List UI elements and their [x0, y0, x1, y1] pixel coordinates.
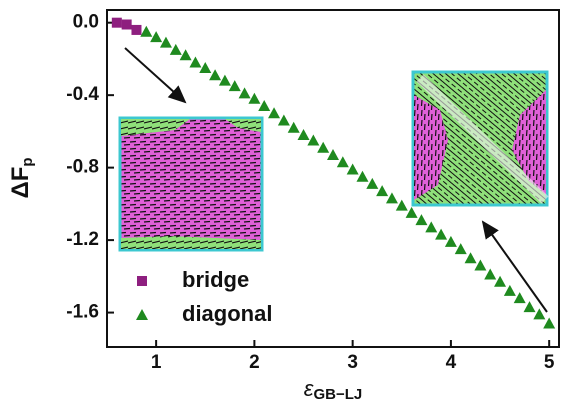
point: [445, 236, 457, 247]
point: [366, 178, 378, 189]
y-axis-label-main: ΔF: [7, 167, 34, 199]
point: [258, 100, 270, 111]
point: [288, 122, 300, 133]
point: [337, 156, 349, 167]
point: [356, 171, 368, 182]
point: [298, 129, 310, 140]
y-tick-label: 0.0: [73, 12, 99, 33]
point: [122, 19, 132, 29]
point: [514, 292, 526, 303]
inset-bridge: [120, 118, 262, 250]
point: [396, 200, 408, 211]
point: [533, 308, 545, 319]
point: [406, 207, 418, 218]
point: [112, 18, 122, 28]
point: [494, 276, 506, 287]
point: [415, 214, 427, 225]
y-axis-label: ΔFp: [7, 157, 36, 198]
x-tick-label: 3: [347, 352, 358, 373]
x-tick-label: 5: [544, 352, 555, 373]
x-tick-label: 2: [249, 352, 260, 373]
point: [455, 243, 467, 254]
x-tick-label: 4: [446, 352, 457, 373]
point: [376, 185, 388, 196]
y-tick-label: -0.8: [66, 157, 99, 178]
point: [425, 221, 437, 232]
x-axis-label: εGB−LJ: [304, 376, 362, 401]
legend-marker: [136, 309, 148, 320]
x-axis-label-sub: GB−LJ: [313, 386, 362, 401]
y-axis-label-sub: p: [19, 157, 36, 166]
point: [268, 107, 280, 118]
point: [170, 44, 182, 55]
point: [140, 26, 152, 37]
point: [189, 57, 201, 68]
arrow: [483, 222, 547, 312]
point: [317, 142, 329, 153]
legend-label: bridge: [182, 267, 249, 292]
point: [435, 229, 447, 240]
point: [386, 192, 398, 203]
legend-label: diagonal: [182, 301, 272, 326]
x-tick-label: 1: [151, 352, 162, 373]
page: ΔFp εGB−LJ 0.0 -0.4 -0.8 -1.2 -1.6 1 2 3 4 5 bridg…: [0, 0, 561, 406]
point: [347, 163, 359, 174]
point: [239, 87, 251, 98]
point: [327, 149, 339, 160]
x-axis-label-main: ε: [304, 376, 314, 401]
inset-diagonal: [413, 72, 547, 205]
arrow: [125, 48, 185, 102]
chart: ΔFp εGB−LJ 0.0 -0.4 -0.8 -1.2 -1.6 1 2 3 4 5 bridg…: [0, 0, 561, 401]
point: [131, 25, 141, 35]
point: [278, 115, 290, 126]
y-tick-label: -0.4: [66, 84, 99, 105]
point: [474, 259, 486, 270]
y-tick-label: -1.6: [66, 302, 99, 323]
point: [209, 69, 221, 80]
legend-marker: [137, 276, 147, 286]
y-tick-label: -1.2: [66, 229, 99, 250]
